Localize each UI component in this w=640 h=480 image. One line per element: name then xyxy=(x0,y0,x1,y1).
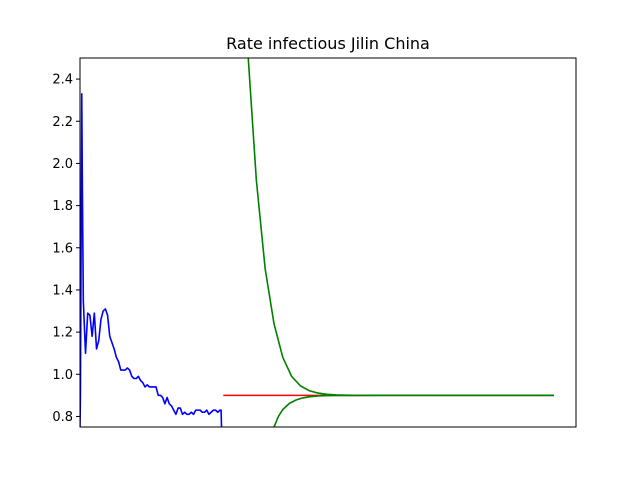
chart-title: Rate infectious Jilin China xyxy=(226,34,430,53)
y-tick-label: 1.4 xyxy=(52,283,73,298)
y-tick-label: 1.8 xyxy=(52,199,73,214)
y-tick-label: 2.0 xyxy=(52,157,73,172)
y-tick-label: 2.4 xyxy=(52,73,73,88)
series-layer xyxy=(80,58,554,427)
y-tick-label: 2.2 xyxy=(52,115,73,130)
y-tick-label: 1.2 xyxy=(52,326,73,341)
plot-frame xyxy=(79,57,577,428)
series-line-4 xyxy=(273,394,554,427)
y-tick-label: 1.0 xyxy=(52,368,73,383)
y-tick-label: 1.6 xyxy=(52,241,73,256)
y-tick-label: 0.8 xyxy=(52,410,73,425)
y-axis: 0.8 1.0 1.2 1.4 1.6 1.8 2.0 2.2 2.4 xyxy=(52,73,80,425)
series-line-1 xyxy=(80,93,223,427)
